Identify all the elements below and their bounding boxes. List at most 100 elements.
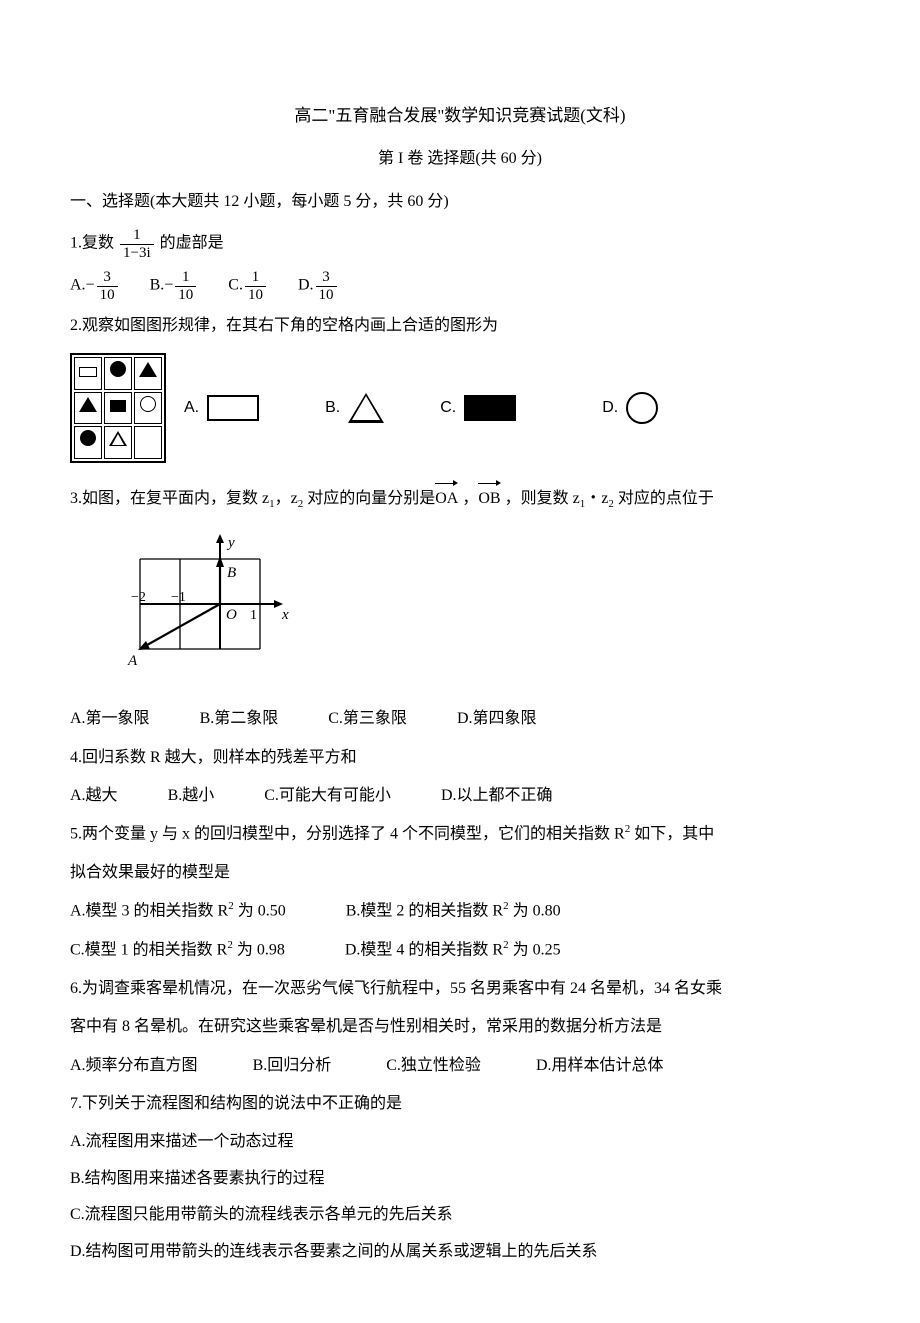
- question-3-stem: 3.如图，在复平面内，复数 z1，z2 对应的向量分别是OA ，OB ，则复数 …: [70, 481, 850, 515]
- q3-B-label: B: [227, 565, 236, 581]
- q2-cell-tri-fill-2: [74, 392, 102, 424]
- q4-opt-a: A.越大: [70, 781, 118, 811]
- circle-outline-icon: [626, 392, 658, 424]
- triangle-outline-icon: [109, 431, 127, 446]
- q2-optB-label: B.: [325, 393, 340, 423]
- q5-l1-a: 5.两个变量 y 与 x 的回归模型中，分别选择了 4 个不同模型，它们的相关指…: [70, 826, 625, 843]
- q4-opt-d: D.以上都不正确: [441, 781, 553, 811]
- q1-optA-label: A.−: [70, 277, 95, 294]
- q3-tick-neg2: −2: [131, 590, 146, 605]
- rect-outline-icon: [207, 395, 259, 421]
- q5-l1-b: 如下，其中: [630, 826, 714, 843]
- q3-comma: ，: [458, 490, 478, 507]
- circle-fill-icon: [80, 430, 96, 446]
- vector-OA: OA: [435, 481, 458, 514]
- q1-optC-label: C.: [228, 277, 243, 294]
- q2-cell-rect-fill: [104, 392, 132, 424]
- q1-options: A.−310 B.−110 C.110 D.310: [70, 269, 850, 303]
- q1-opt-b: B.−110: [150, 269, 199, 303]
- q1-optD-den: 10: [316, 287, 337, 304]
- q7-options: A.流程图用来描述一个动态过程 B.结构图用来描述各要素执行的过程 C.流程图只…: [70, 1127, 850, 1267]
- q7-opt-b: B.结构图用来描述各要素执行的过程: [70, 1164, 850, 1194]
- q2-cell-rect-outline: [74, 357, 102, 389]
- q2-optC-label: C.: [440, 393, 456, 423]
- q3-mid2: 对应的向量分别是: [303, 490, 435, 507]
- question-6-stem-l2: 客中有 8 名晕机。在研究这些乘客晕机是否与性别相关时，常采用的数据分析方法是: [70, 1012, 850, 1042]
- q2-cell-circ-fill: [104, 357, 132, 389]
- q1-optB-den: 10: [175, 287, 196, 304]
- q3-x-label: x: [281, 607, 289, 623]
- q5-opt-b: B.模型 2 的相关指数 R2 为 0.80: [346, 896, 561, 927]
- q7-opt-d: D.结构图可用带箭头的连线表示各要素之间的从属关系或逻辑上的先后关系: [70, 1237, 850, 1267]
- q3-prefix: 3.如图，在复平面内，复数 z: [70, 490, 269, 507]
- rect-fill-icon: [110, 400, 126, 412]
- page-subtitle: 第 I 卷 选择题(共 60 分): [70, 144, 850, 174]
- question-2-figure-row: A. B. C. D.: [70, 353, 850, 462]
- q1-fraction: 1 1−3i: [120, 227, 154, 261]
- q2-pattern-grid: [70, 353, 166, 462]
- vector-OB: OB: [478, 481, 500, 514]
- q1-optC-num: 1: [245, 269, 266, 287]
- q6-opt-b: B.回归分析: [253, 1051, 332, 1081]
- q2-optA-label: A.: [184, 393, 199, 423]
- q5-optA-b: 为 0.50: [234, 903, 286, 920]
- q6-opt-d: D.用样本估计总体: [536, 1051, 664, 1081]
- q3-opt-d: D.第四象限: [457, 704, 537, 734]
- circle-outline-icon: [140, 396, 156, 412]
- q2-opt-d: D.: [602, 392, 658, 424]
- q4-opt-b: B.越小: [168, 781, 215, 811]
- page-title: 高二"五育融合发展"数学知识竞赛试题(文科): [70, 100, 850, 132]
- question-4-stem: 4.回归系数 R 越大，则样本的残差平方和: [70, 743, 850, 773]
- q1-optC-den: 10: [245, 287, 266, 304]
- q2-cell-blank: [134, 426, 162, 458]
- q3-mid1: ，z: [275, 490, 298, 507]
- q1-optB-label: B.−: [150, 277, 174, 294]
- q2-optD-label: D.: [602, 393, 618, 423]
- q5-opt-d: D.模型 4 的相关指数 R2 为 0.25: [345, 935, 561, 966]
- question-1: 1.复数 1 1−3i 的虚部是: [70, 227, 850, 261]
- q5-optD-b: 为 0.25: [509, 941, 561, 958]
- triangle-fill-icon: [79, 397, 97, 412]
- q1-optA-den: 10: [97, 287, 118, 304]
- q3-complex-plane-diagram: y x B A O −2 −1 1: [120, 529, 850, 690]
- q3-opt-c: C.第三象限: [328, 704, 407, 734]
- q3-opt-a: A.第一象限: [70, 704, 150, 734]
- q3-tick-neg1: −1: [171, 590, 186, 605]
- circle-fill-icon: [110, 361, 126, 377]
- q3-mid4: ・z: [585, 490, 608, 507]
- q5-optC-a: C.模型 1 的相关指数 R: [70, 941, 227, 958]
- q5-opt-a: A.模型 3 的相关指数 R2 为 0.50: [70, 896, 286, 927]
- q6-opt-c: C.独立性检验: [386, 1051, 481, 1081]
- q3-options: A.第一象限 B.第二象限 C.第三象限 D.第四象限: [70, 704, 850, 734]
- q3-mid3: ，则复数 z: [501, 490, 580, 507]
- q3-tick-1: 1: [250, 608, 257, 623]
- q1-frac-num: 1: [120, 227, 154, 245]
- q6-options: A.频率分布直方图 B.回归分析 C.独立性检验 D.用样本估计总体: [70, 1051, 850, 1081]
- q5-optD-a: D.模型 4 的相关指数 R: [345, 941, 503, 958]
- rect-fill-icon: [464, 395, 516, 421]
- q3-O-label: O: [226, 607, 237, 623]
- q1-stem-prefix: 1.复数: [70, 235, 114, 252]
- q3-opt-b: B.第二象限: [200, 704, 279, 734]
- q5-options-row1: A.模型 3 的相关指数 R2 为 0.50 B.模型 2 的相关指数 R2 为…: [70, 896, 850, 927]
- question-6-stem-l1: 6.为调查乘客晕机情况，在一次恶劣气候飞行航程中，55 名男乘客中有 24 名晕…: [70, 974, 850, 1004]
- q5-optB-b: 为 0.80: [509, 903, 561, 920]
- question-5-stem-l2: 拟合效果最好的模型是: [70, 858, 850, 888]
- q2-opt-b: B.: [325, 393, 384, 423]
- q5-optB-a: B.模型 2 的相关指数 R: [346, 903, 503, 920]
- q2-cell-tri-outline: [104, 426, 132, 458]
- question-5-stem-l1: 5.两个变量 y 与 x 的回归模型中，分别选择了 4 个不同模型，它们的相关指…: [70, 819, 850, 850]
- q3-y-label: y: [226, 535, 235, 551]
- rect-outline-icon: [79, 367, 97, 377]
- q1-opt-d: D.310: [298, 269, 339, 303]
- q5-optA-a: A.模型 3 的相关指数 R: [70, 903, 228, 920]
- triangle-fill-icon: [139, 362, 157, 377]
- q3-A-label: A: [127, 653, 138, 669]
- q6-opt-a: A.频率分布直方图: [70, 1051, 198, 1081]
- q4-options: A.越大 B.越小 C.可能大有可能小 D.以上都不正确: [70, 781, 850, 811]
- q2-cell-circ-outline: [134, 392, 162, 424]
- q5-optC-b: 为 0.98: [233, 941, 285, 958]
- q5-opt-c: C.模型 1 的相关指数 R2 为 0.98: [70, 935, 285, 966]
- question-7-stem: 7.下列关于流程图和结构图的说法中不正确的是: [70, 1089, 850, 1119]
- q1-optD-num: 3: [316, 269, 337, 287]
